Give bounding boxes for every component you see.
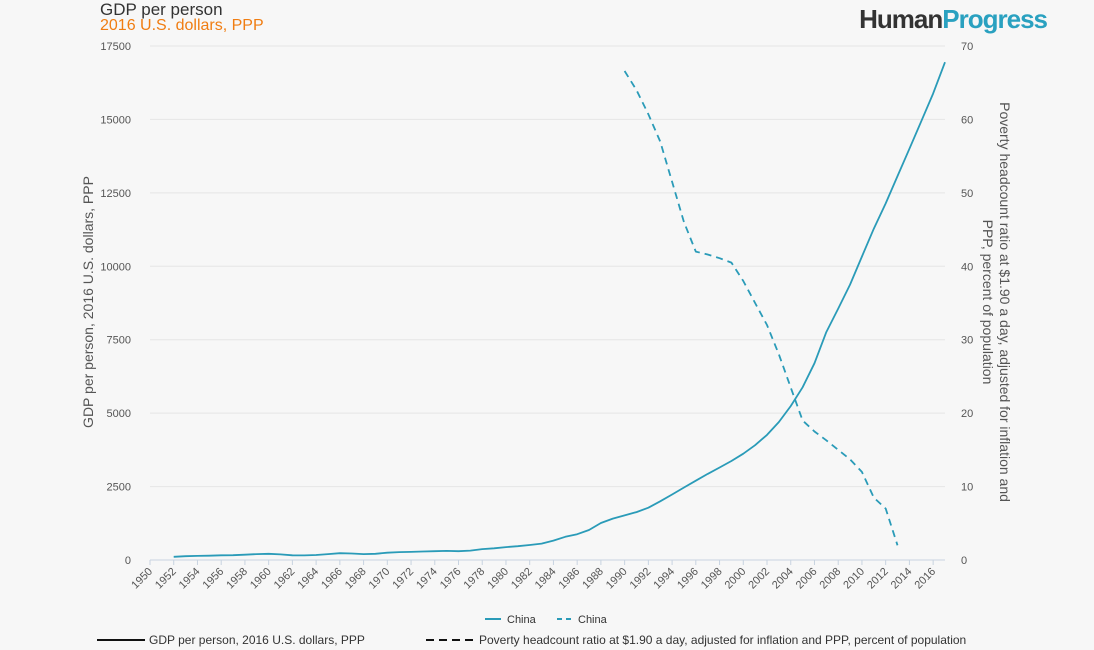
right-y-tick-label: 70: [961, 41, 973, 53]
x-tick-label: 2010: [841, 566, 867, 592]
bottom-legend-solid-label: GDP per person, 2016 U.S. dollars, PPP: [149, 633, 365, 647]
x-tick-label: 1990: [604, 566, 630, 592]
x-tick-label: 1974: [414, 566, 440, 592]
x-tick-label: 2004: [770, 566, 796, 592]
x-tick-label: 1984: [533, 566, 559, 592]
left-axis-ticks: 0 2500 5000 7500 10000 12500 15000 17500: [100, 41, 131, 567]
x-tick-label: 2008: [818, 566, 844, 592]
x-tick-label: 1966: [319, 566, 345, 592]
x-tick-label: 1986: [556, 566, 582, 592]
x-tick-label: 1970: [367, 566, 393, 592]
left-axis-label: GDP per person, 2016 U.S. dollars, PPP: [80, 176, 96, 428]
left-y-tick-label: 12500: [100, 188, 131, 200]
legend-series2-label[interactable]: China: [578, 614, 608, 626]
right-y-tick-label: 30: [961, 335, 973, 347]
left-y-tick-label: 0: [125, 555, 131, 567]
x-tick-label: 1962: [272, 566, 298, 592]
left-y-tick-label: 5000: [107, 408, 131, 420]
right-y-tick-label: 50: [961, 188, 973, 200]
left-y-tick-label: 7500: [107, 335, 131, 347]
x-tick-label: 1968: [343, 566, 369, 592]
right-y-tick-label: 40: [961, 261, 973, 273]
legend-series1-label[interactable]: China: [507, 614, 537, 626]
right-axis-label-line1: Poverty headcount ratio at $1.90 a day, …: [997, 102, 1013, 502]
chart-title: GDP per person: [100, 0, 223, 19]
bottom-legend-dashed-label: Poverty headcount ratio at $1.90 a day, …: [479, 633, 966, 647]
x-tick-label: 2006: [794, 566, 820, 592]
x-tick-label: 1982: [509, 566, 535, 592]
left-y-tick-label: 15000: [100, 114, 131, 126]
x-tick-label: 1996: [675, 566, 701, 592]
x-tick-label: 1992: [628, 566, 654, 592]
gridlines: [150, 45, 945, 488]
left-y-tick-label: 2500: [107, 482, 131, 494]
right-axis-ticks: 0 10 20 30 40 50 60 70: [961, 41, 973, 567]
x-tick-label: 2016: [912, 566, 938, 592]
left-y-tick-label: 17500: [100, 41, 131, 53]
x-tick-label: 2014: [889, 566, 915, 592]
x-tick-label: 2002: [746, 566, 772, 592]
x-tick-label: 1994: [651, 566, 677, 592]
x-tick-label: 1954: [177, 566, 203, 592]
right-y-tick-label: 20: [961, 408, 973, 420]
chart-subtitle: 2016 U.S. dollars, PPP: [100, 17, 264, 34]
x-tick-label: 2000: [723, 566, 749, 592]
logo-part-progress: Progress: [942, 4, 1048, 34]
logo-part-human: Human: [859, 4, 943, 34]
x-tick-label: 1960: [248, 566, 274, 592]
right-y-tick-label: 10: [961, 482, 973, 494]
gdp-series-line[interactable]: [173, 61, 946, 558]
x-tick-label: 1972: [390, 566, 416, 592]
right-y-tick-label: 0: [961, 555, 967, 567]
x-tick-label: 1998: [699, 566, 725, 592]
x-tick-label: 1978: [462, 566, 488, 592]
x-tick-label: 1980: [485, 566, 511, 592]
poverty-series-line[interactable]: [623, 70, 899, 546]
x-tick-label: 1956: [201, 566, 227, 592]
x-tick-label: 1950: [129, 566, 155, 592]
series-lines: [173, 61, 946, 558]
right-y-tick-label: 60: [961, 114, 973, 126]
right-axis-label-line2: PPP, percent of population: [980, 220, 996, 385]
left-y-tick-label: 10000: [100, 261, 131, 273]
x-tick-label: 1988: [580, 566, 606, 592]
x-tick-label: 1976: [438, 566, 464, 592]
x-tick-label: 1958: [224, 566, 250, 592]
x-tick-label: 2012: [865, 566, 891, 592]
humanprogress-logo[interactable]: HumanProgress: [859, 4, 1048, 35]
x-axis-ticks: 1950195219541956195819601962196419661968…: [129, 560, 938, 591]
x-tick-label: 1964: [295, 566, 321, 592]
x-tick-label: 1952: [153, 566, 179, 592]
